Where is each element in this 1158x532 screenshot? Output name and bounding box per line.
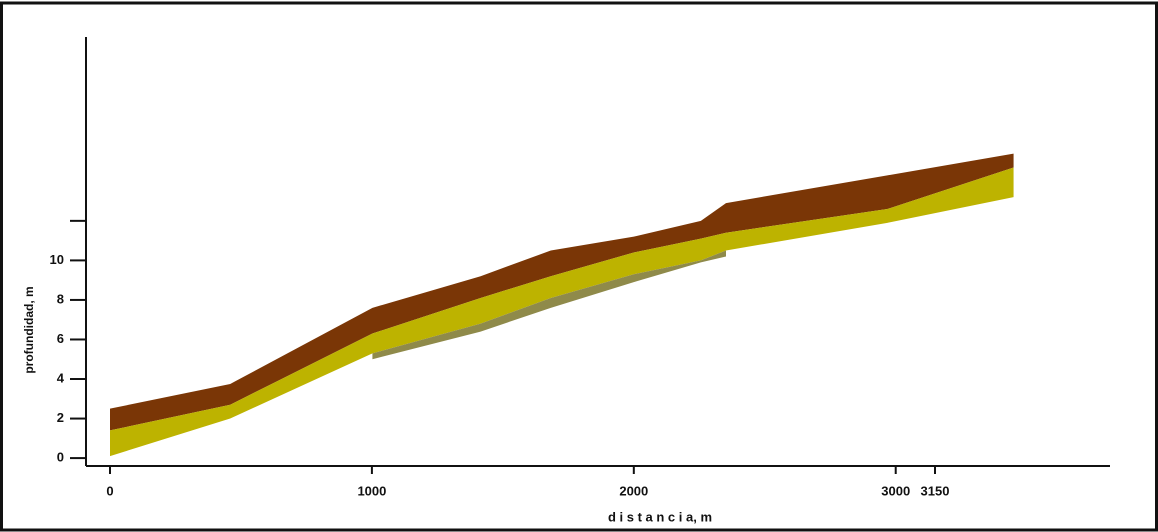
y-axis-label: profundidad, m <box>22 286 36 373</box>
layer-area <box>110 167 1014 457</box>
x-tick-label: 3000 <box>881 483 910 498</box>
y-tick-label: 10 <box>50 252 64 267</box>
x-axis-label: d i s t a n c i a, m <box>608 509 712 524</box>
x-tick-label: 2000 <box>619 483 648 498</box>
y-tick-label: 0 <box>57 450 64 465</box>
y-tick-label: 2 <box>57 410 64 425</box>
layer-area <box>110 153 1014 431</box>
y-tick-label: 8 <box>57 291 64 306</box>
x-tick-label: 3150 <box>921 483 950 498</box>
y-tick-label: 4 <box>57 370 65 385</box>
x-tick-label: 1000 <box>357 483 386 498</box>
y-tick-label: 6 <box>57 331 64 346</box>
layer-area <box>372 250 726 360</box>
x-tick-label: 0 <box>106 483 113 498</box>
